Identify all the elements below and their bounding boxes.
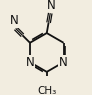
Text: N: N [10,14,18,27]
Text: CH₃: CH₃ [37,86,56,95]
Text: N: N [26,56,34,69]
Text: N: N [59,56,68,69]
Text: N: N [47,0,55,12]
